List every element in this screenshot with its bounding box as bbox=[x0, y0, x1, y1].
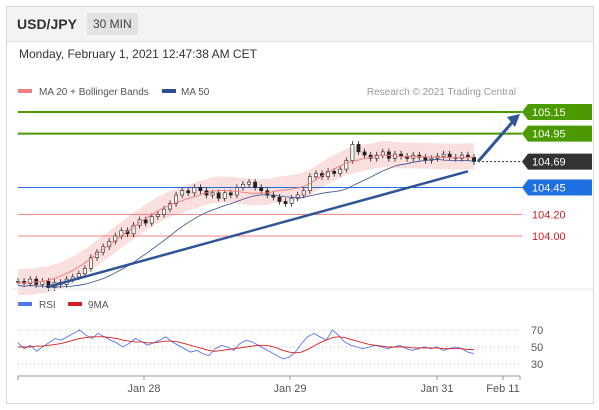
projection-arrow-head bbox=[507, 114, 520, 127]
ma9-legend-swatch bbox=[68, 302, 82, 306]
candle-body bbox=[180, 190, 185, 196]
candle-body bbox=[338, 168, 343, 174]
ma50-legend-label: MA 50 bbox=[181, 87, 210, 98]
rsi-series-9ma bbox=[18, 336, 474, 354]
ma20-line bbox=[17, 154, 475, 284]
candle-body bbox=[28, 278, 33, 284]
candle-body bbox=[399, 153, 403, 157]
timestamp: Monday, February 1, 2021 12:47:38 AM CET bbox=[19, 47, 257, 61]
candle-body bbox=[241, 183, 245, 188]
level-tag-104.95 bbox=[522, 125, 592, 142]
candle-body bbox=[447, 153, 452, 158]
credit-label: Research © 2021 Trading Central bbox=[367, 87, 516, 98]
level-label-105.15: 105.15 bbox=[532, 107, 566, 119]
candle-body bbox=[247, 181, 251, 185]
candle-body bbox=[228, 192, 233, 196]
level-tag-104.45 bbox=[522, 179, 592, 196]
candle-body bbox=[277, 196, 282, 202]
level-labels: 105.15 104.95 104.69 104.45 104.20 104.00 bbox=[522, 104, 592, 243]
candle-body bbox=[143, 219, 148, 224]
candle-body bbox=[441, 153, 446, 157]
ma20-legend-label: MA 20 + Bollinger Bands bbox=[39, 87, 149, 98]
candle-body bbox=[131, 224, 136, 235]
candle-body bbox=[192, 187, 197, 194]
candle-body bbox=[350, 144, 355, 161]
x-tick-label: Jan 31 bbox=[420, 383, 453, 395]
candle-body bbox=[210, 192, 215, 196]
candle-body bbox=[295, 194, 300, 199]
rsi-tick-70: 70 bbox=[531, 325, 543, 337]
candle-body bbox=[283, 201, 288, 204]
rsi-panel: 70 50 30 bbox=[17, 325, 543, 371]
candle-body bbox=[301, 190, 306, 196]
level-label-104.45: 104.45 bbox=[532, 182, 566, 194]
candle-body bbox=[216, 192, 221, 199]
candle-body bbox=[46, 280, 51, 289]
x-tick-label: Jan 28 bbox=[127, 383, 160, 395]
x-tick-label: Feb 11 bbox=[486, 383, 519, 395]
trend-lines bbox=[48, 114, 520, 288]
candle-body bbox=[326, 171, 330, 177]
rsi-legend-swatch bbox=[18, 302, 32, 306]
candle-body bbox=[344, 160, 349, 170]
level-lines bbox=[18, 111, 522, 237]
candle-body bbox=[259, 187, 264, 192]
candle-body bbox=[198, 187, 203, 192]
candle-body bbox=[222, 192, 227, 199]
candle-body bbox=[459, 154, 464, 159]
moving-averages bbox=[17, 154, 475, 288]
candle-body bbox=[16, 280, 20, 283]
rsi-tick-50: 50 bbox=[531, 342, 543, 354]
candle-body bbox=[76, 273, 81, 278]
level-label-104.20: 104.20 bbox=[532, 209, 566, 221]
candle-body bbox=[186, 190, 191, 194]
candle-body bbox=[174, 194, 178, 204]
chart-header: USD/JPY 30 MIN bbox=[7, 7, 593, 42]
candle-body bbox=[89, 257, 93, 269]
level-tag-105.15 bbox=[522, 104, 592, 120]
candle-body bbox=[149, 216, 154, 224]
ma9-legend-label: 9MA bbox=[88, 300, 109, 311]
projection-arrow-shaft bbox=[476, 117, 518, 163]
candle-body bbox=[168, 203, 172, 210]
trend-line bbox=[48, 170, 469, 288]
x-axis: Jan 28 Jan 29 Jan 31 Feb 11 bbox=[17, 375, 521, 395]
level-tag-104.69 bbox=[522, 153, 592, 170]
ma50-line bbox=[17, 158, 475, 288]
candle-body bbox=[356, 144, 361, 153]
level-label-104.69: 104.69 bbox=[532, 157, 566, 169]
rsi-legend-label: RSI bbox=[39, 300, 56, 311]
rsi-series-rsi bbox=[17, 329, 475, 360]
symbol-label: USD/JPY bbox=[17, 16, 77, 32]
rsi-tick-30: 30 bbox=[531, 359, 543, 371]
candle-body bbox=[82, 268, 87, 275]
candle-body bbox=[162, 208, 166, 215]
ma20-legend-swatch bbox=[18, 89, 32, 93]
timeframe-badge[interactable]: 30 MIN bbox=[87, 13, 138, 35]
chart-card: USD/JPY 30 MIN Monday, February 1, 2021 … bbox=[6, 6, 594, 404]
x-tick-label: Jan 29 bbox=[273, 383, 306, 395]
candle-body bbox=[155, 214, 160, 217]
candle-body bbox=[362, 151, 367, 156]
level-label-104.95: 104.95 bbox=[532, 129, 566, 141]
candle-body bbox=[289, 197, 294, 204]
candle-body bbox=[314, 173, 318, 177]
level-label-104.00: 104.00 bbox=[532, 231, 566, 243]
ma50-legend-swatch bbox=[162, 89, 176, 93]
candle-body bbox=[253, 181, 258, 188]
candle-body bbox=[332, 171, 337, 174]
